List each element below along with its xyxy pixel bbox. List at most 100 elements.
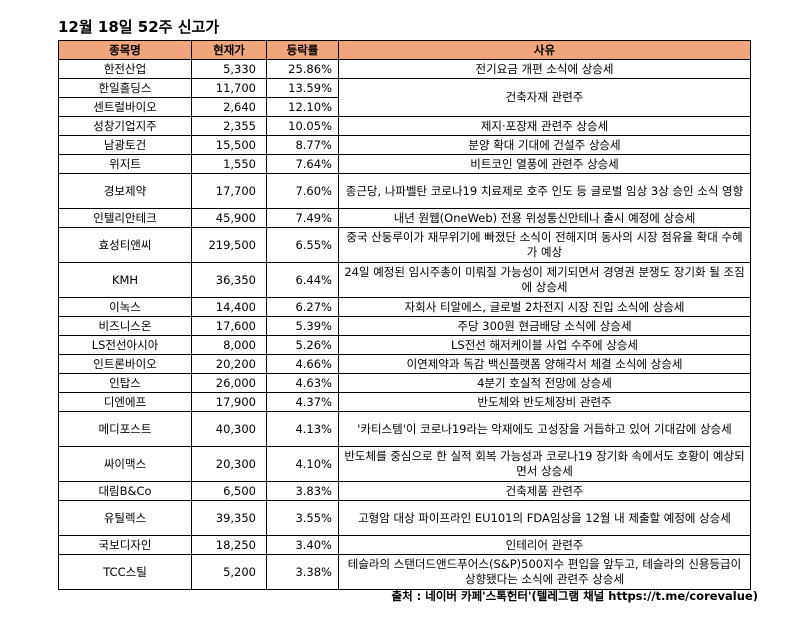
- header-reason: 사유: [338, 40, 751, 60]
- table-row: TCC스틸 5,200 3.38% 테슬라의 스탠더드앤드푸어스(S&P)500지수 …: [58, 554, 751, 590]
- stock-reason: 제지·포장재 관련주 상승세: [338, 116, 751, 136]
- stock-change: 4.13%: [266, 411, 339, 447]
- stock-price: 26,000: [191, 373, 267, 393]
- stock-name: 인트론바이오: [58, 354, 192, 374]
- stock-price: 17,900: [191, 392, 267, 412]
- stock-price: 17,700: [191, 173, 267, 209]
- stock-name: 디엔에프: [58, 392, 192, 412]
- stock-reason: 주당 300원 현금배당 소식에 상승세: [338, 316, 751, 336]
- table-row: 한전산업 5,330 25.86% 전기요금 개편 소식에 상승세: [58, 59, 751, 79]
- stock-change: 3.38%: [266, 554, 339, 590]
- table-row: 대림B&Co 6,500 3.83% 건축제품 관련주: [58, 481, 751, 501]
- stock-reason: 테슬라의 스탠더드앤드푸어스(S&P)500지수 편입을 앞두고, 테슬라의 신…: [338, 554, 751, 590]
- stock-name: TCC스틸: [58, 554, 192, 590]
- stock-name: 이녹스: [58, 297, 192, 317]
- stock-price: 40,300: [191, 411, 267, 447]
- stock-price: 8,000: [191, 335, 267, 355]
- stock-name: 성창기업지주: [58, 116, 192, 136]
- table-row: 인트론바이오 20,200 4.66% 이연제약과 독감 백신플랫폼 양해각서 체결 …: [58, 354, 751, 374]
- table-row: 싸이맥스 20,300 4.10% 반도체를 중심으로 한 실적 회복 가능성과 코로…: [58, 446, 751, 482]
- stock-name: 센트럴바이오: [58, 97, 192, 117]
- table-header-row: 종목명 현재가 등락률 사유: [58, 40, 751, 60]
- stock-name: 싸이맥스: [58, 446, 192, 482]
- stock-name: 한전산업: [58, 59, 192, 79]
- stock-reason: 분양 확대 기대에 건설주 상승세: [338, 135, 751, 155]
- stock-price: 18,250: [191, 535, 267, 555]
- stock-change: 4.37%: [266, 392, 339, 412]
- stock-name: 비즈니스온: [58, 316, 192, 336]
- header-change: 등락률: [266, 40, 339, 60]
- stock-change: 8.77%: [266, 135, 339, 155]
- stock-change: 6.44%: [266, 262, 339, 298]
- stock-change: 7.60%: [266, 173, 339, 209]
- stock-price: 39,350: [191, 500, 267, 536]
- stock-reason: 고형암 대상 파이프라인 EU101의 FDA임상을 12월 내 제출할 예정에…: [338, 500, 751, 536]
- stock-change: 25.86%: [266, 59, 339, 79]
- stock-reason: '카티스템'이 코로나19라는 악재에도 고성장을 거듭하고 있어 기대감에 상…: [338, 411, 751, 447]
- table-row: 이녹스 14,400 6.27% 자회사 티알에스, 글로벌 2차전지 시장 진입 소…: [58, 297, 751, 317]
- stock-price: 45,900: [191, 208, 267, 228]
- stock-price: 6,500: [191, 481, 267, 501]
- stock-reason: 반도체를 중심으로 한 실적 회복 가능성과 코로나19 장기화 속에서도 호황…: [338, 446, 751, 482]
- table-row: 한일홀딩스 11,700 13.59% 건축자재 관련주: [58, 78, 751, 117]
- stock-change: 4.63%: [266, 373, 339, 393]
- stock-reason: 24일 예정된 임시주총이 미뤄질 가능성이 제기되면서 경영권 분쟁도 장기화…: [338, 262, 751, 298]
- source-note: 출처 : 네이버 카페'스톡헌터'(텔레그램 채널 https://t.me/c…: [391, 589, 758, 603]
- stock-reason: 종근당, 나파벨탄 코로나19 치료제로 호주 인도 등 글로벌 임상 3상 승…: [338, 173, 751, 209]
- stock-name: 효성티앤씨: [58, 227, 192, 263]
- stock-price: 11,700: [191, 78, 267, 98]
- stock-change: 7.49%: [266, 208, 339, 228]
- stock-change: 4.66%: [266, 354, 339, 374]
- stock-price: 17,600: [191, 316, 267, 336]
- stock-price: 219,500: [191, 227, 267, 263]
- stock-reason: 건축자재 관련주: [338, 78, 751, 117]
- table-row: 유틸렉스 39,350 3.55% 고형암 대상 파이프라인 EU101의 FDA임상…: [58, 500, 751, 536]
- table-row: 남광토건 15,500 8.77% 분양 확대 기대에 건설주 상승세: [58, 135, 751, 155]
- stock-price: 2,355: [191, 116, 267, 136]
- stock-change: 13.59%: [266, 78, 339, 98]
- stock-price: 1,550: [191, 154, 267, 174]
- stock-reason: 반도체와 반도체장비 관련주: [338, 392, 751, 412]
- table-body: 한전산업 5,330 25.86% 전기요금 개편 소식에 상승세 한일홀딩스 11,70…: [58, 59, 751, 590]
- stock-reason: 비트코인 열풍에 관련주 상승세: [338, 154, 751, 174]
- stock-change: 6.27%: [266, 297, 339, 317]
- stock-change: 10.05%: [266, 116, 339, 136]
- table-row: 비즈니스온 17,600 5.39% 주당 300원 현금배당 소식에 상승세: [58, 316, 751, 336]
- stock-price: 36,350: [191, 262, 267, 298]
- stock-reason: 전기요금 개편 소식에 상승세: [338, 59, 751, 79]
- stock-change: 3.40%: [266, 535, 339, 555]
- stock-price: 14,400: [191, 297, 267, 317]
- stock-name: 인텔리안테크: [58, 208, 192, 228]
- table-row: 디엔에프 17,900 4.37% 반도체와 반도체장비 관련주: [58, 392, 751, 412]
- table-row: LS전선아시아 8,000 5.26% LS전선 해저케이블 사업 수주에 상승세: [58, 335, 751, 355]
- stock-reason: LS전선 해저케이블 사업 수주에 상승세: [338, 335, 751, 355]
- stock-price: 20,300: [191, 446, 267, 482]
- stock-change: 3.83%: [266, 481, 339, 501]
- stock-change: 4.10%: [266, 446, 339, 482]
- page-title: 12월 18일 52주 신고가: [58, 18, 220, 36]
- table-row: KMH 36,350 6.44% 24일 예정된 임시주총이 미뤄질 가능성이 제기되…: [58, 262, 751, 298]
- stock-table: 종목명 현재가 등락률 사유 한전산업 5,330 25.86% 전기요금 개편 소식…: [58, 40, 751, 590]
- stock-price: 5,200: [191, 554, 267, 590]
- stock-name: 대림B&Co: [58, 481, 192, 501]
- stock-price: 5,330: [191, 59, 267, 79]
- stock-change: 5.39%: [266, 316, 339, 336]
- stock-price: 2,640: [191, 97, 267, 117]
- stock-reason: 이연제약과 독감 백신플랫폼 양해각서 체결 소식에 상승세: [338, 354, 751, 374]
- table-row: 인텔리안테크 45,900 7.49% 내년 원웹(OneWeb) 전용 위성통신안테…: [58, 208, 751, 228]
- stock-reason: 건축제품 관련주: [338, 481, 751, 501]
- stock-name: 인탑스: [58, 373, 192, 393]
- stock-name: 남광토건: [58, 135, 192, 155]
- stock-reason: 4분기 호실적 전망에 상승세: [338, 373, 751, 393]
- stock-price: 20,200: [191, 354, 267, 374]
- stock-name: KMH: [58, 262, 192, 298]
- stock-change: 12.10%: [266, 97, 339, 117]
- stock-reason: 인테리어 관련주: [338, 535, 751, 555]
- header-price: 현재가: [191, 40, 267, 60]
- stock-name: 국보디자인: [58, 535, 192, 555]
- stock-change: 6.55%: [266, 227, 339, 263]
- stock-change: 7.64%: [266, 154, 339, 174]
- table-row: 위지트 1,550 7.64% 비트코인 열풍에 관련주 상승세: [58, 154, 751, 174]
- table-row: 경보제약 17,700 7.60% 종근당, 나파벨탄 코로나19 치료제로 호주 인…: [58, 173, 751, 209]
- stock-change: 5.26%: [266, 335, 339, 355]
